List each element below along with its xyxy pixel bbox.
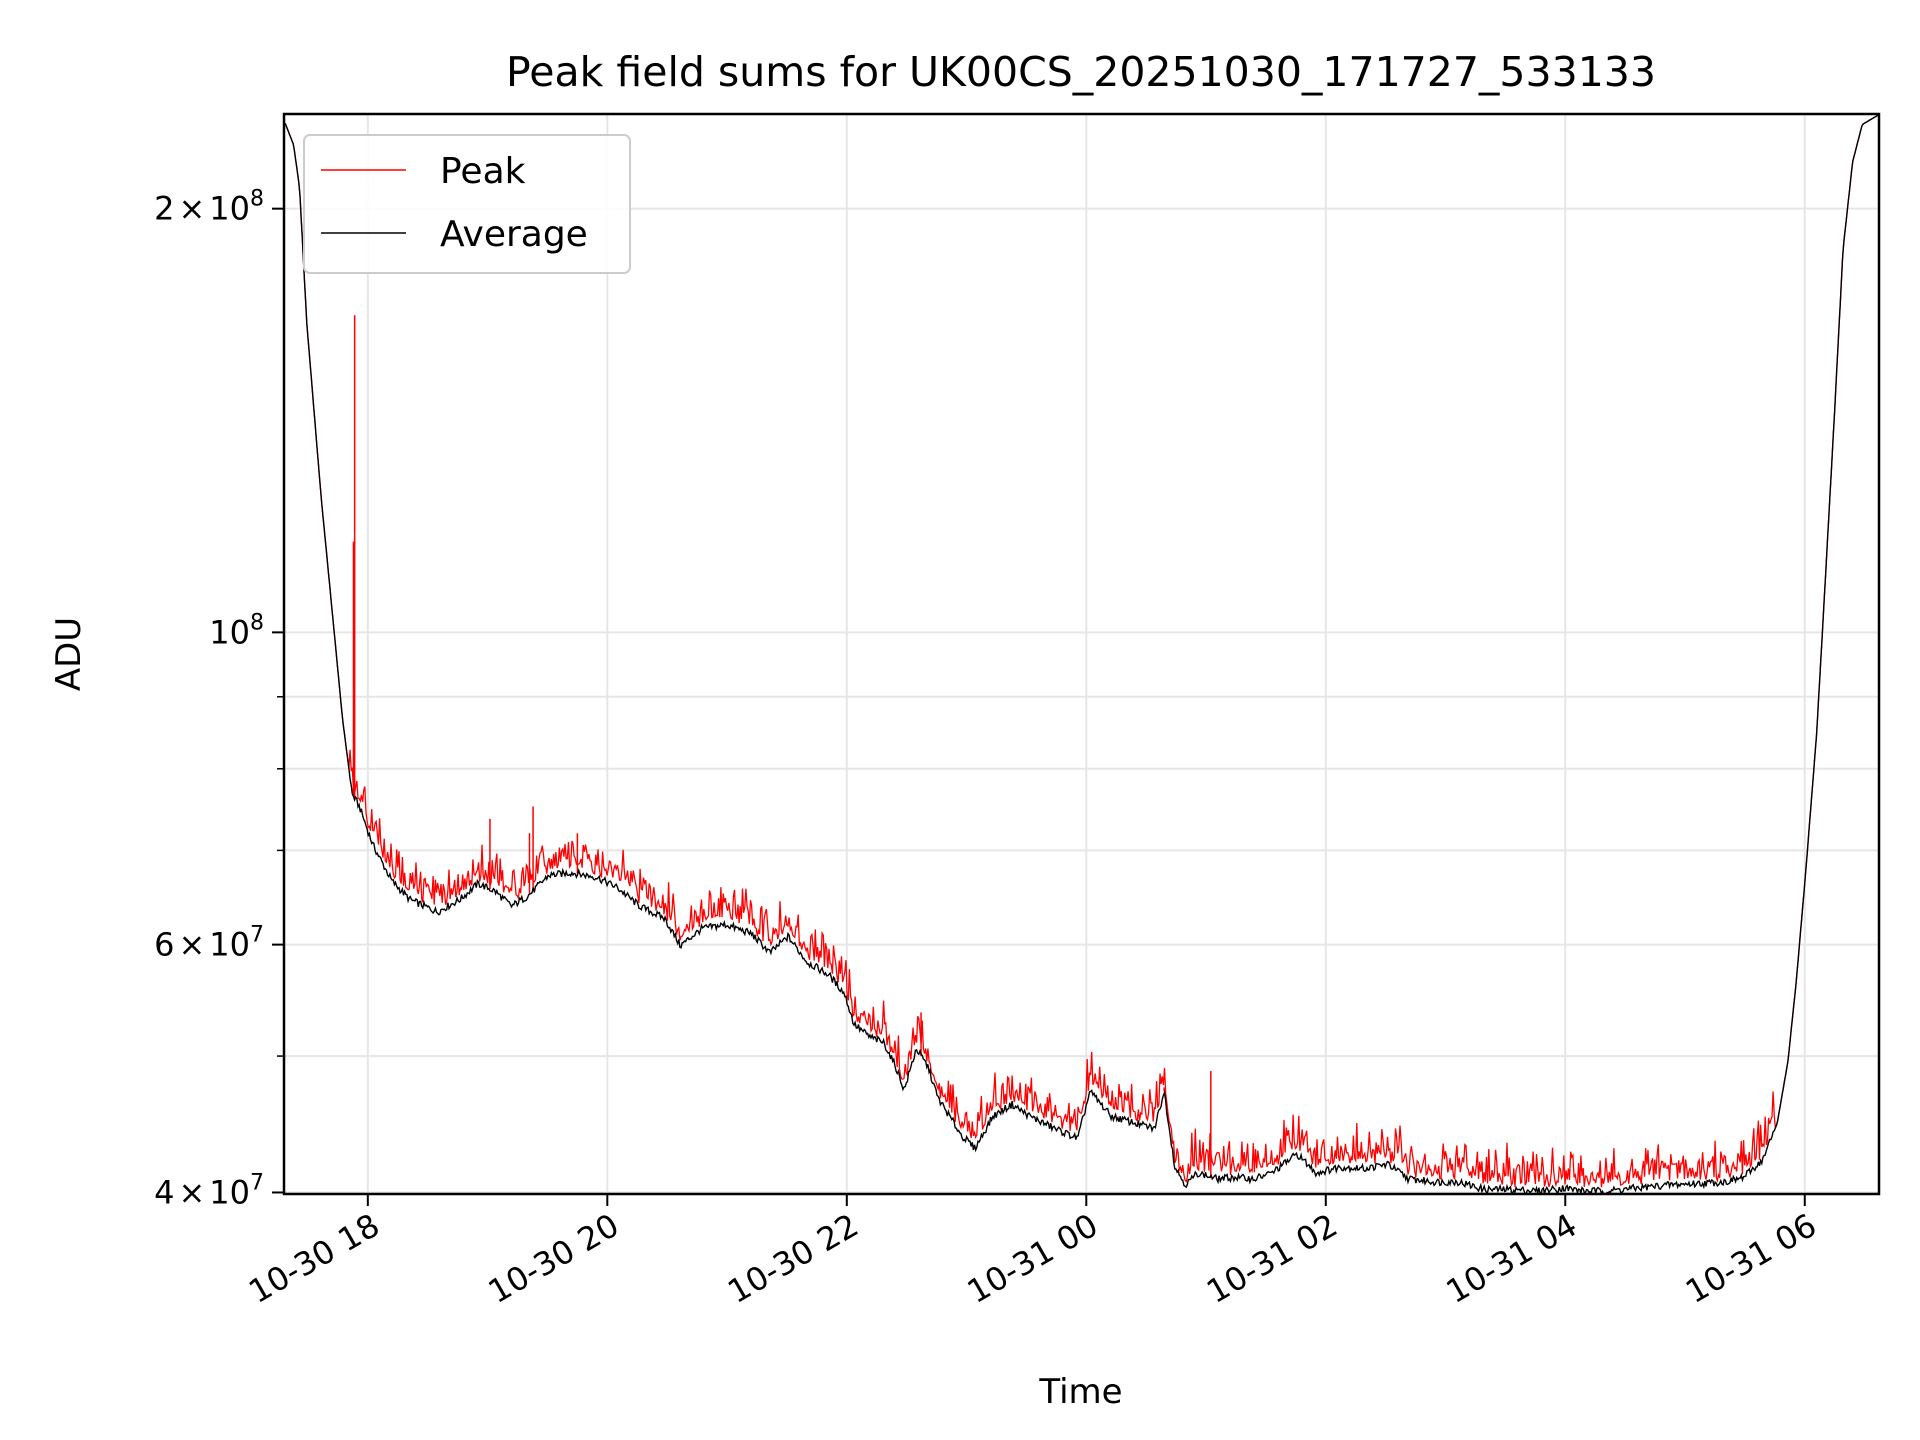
y-tick-label: 108 [209,610,264,651]
y-tick-exp: 7 [250,923,264,948]
x-tick-label: 10-31 00 [961,1206,1105,1311]
x-tick-label: 10-30 18 [242,1206,386,1311]
y-tick-base: 10 [209,190,250,228]
y-tick-label: 4 × 107 [154,1170,264,1211]
legend-average-label: Average [440,214,588,255]
y-tick-mantissa: 2 [154,190,174,228]
y-tick-exp: 7 [250,1170,264,1195]
y-tick-mantissa: 4 [154,1173,174,1211]
y-tick-times: × [178,1173,205,1211]
legend-peak-label: Peak [440,151,526,192]
chart-title: Peak field sums for UK00CS_20251030_1717… [506,48,1656,96]
x-axis-label: Time [1038,1372,1122,1412]
x-tick-label: 10-30 20 [482,1206,626,1311]
plot-area [284,114,1879,1194]
x-tick-label: 10-31 06 [1679,1206,1823,1311]
series-average-line [284,114,1879,1194]
series-peak-line [284,114,1879,1188]
y-axis-label: ADU [49,617,89,691]
y-tick-base: 10 [209,926,250,964]
y-tick-base: 10 [209,1173,250,1211]
y-tick-times: × [178,926,205,964]
y-tick-exp: 8 [250,187,264,212]
x-axis: 10-30 18 10-30 20 10-30 22 10-31 00 10-31 02… [242,1194,1823,1311]
axes-frame [282,112,1881,1196]
y-tick-exp: 8 [250,610,264,635]
x-tick-label: 10-31 04 [1440,1206,1584,1311]
y-tick-label: 2 × 108 [154,187,264,228]
x-tick-label: 10-31 02 [1200,1206,1344,1311]
y-tick-times: × [178,190,205,228]
y-tick-mantissa: 6 [154,926,174,964]
x-tick-label: 10-30 22 [721,1206,865,1311]
series-group [284,114,1879,1194]
y-tick-base: 10 [209,613,250,651]
y-tick-label: 6 × 107 [154,923,264,964]
legend: Peak Average [303,134,631,274]
grid [284,114,1879,1194]
